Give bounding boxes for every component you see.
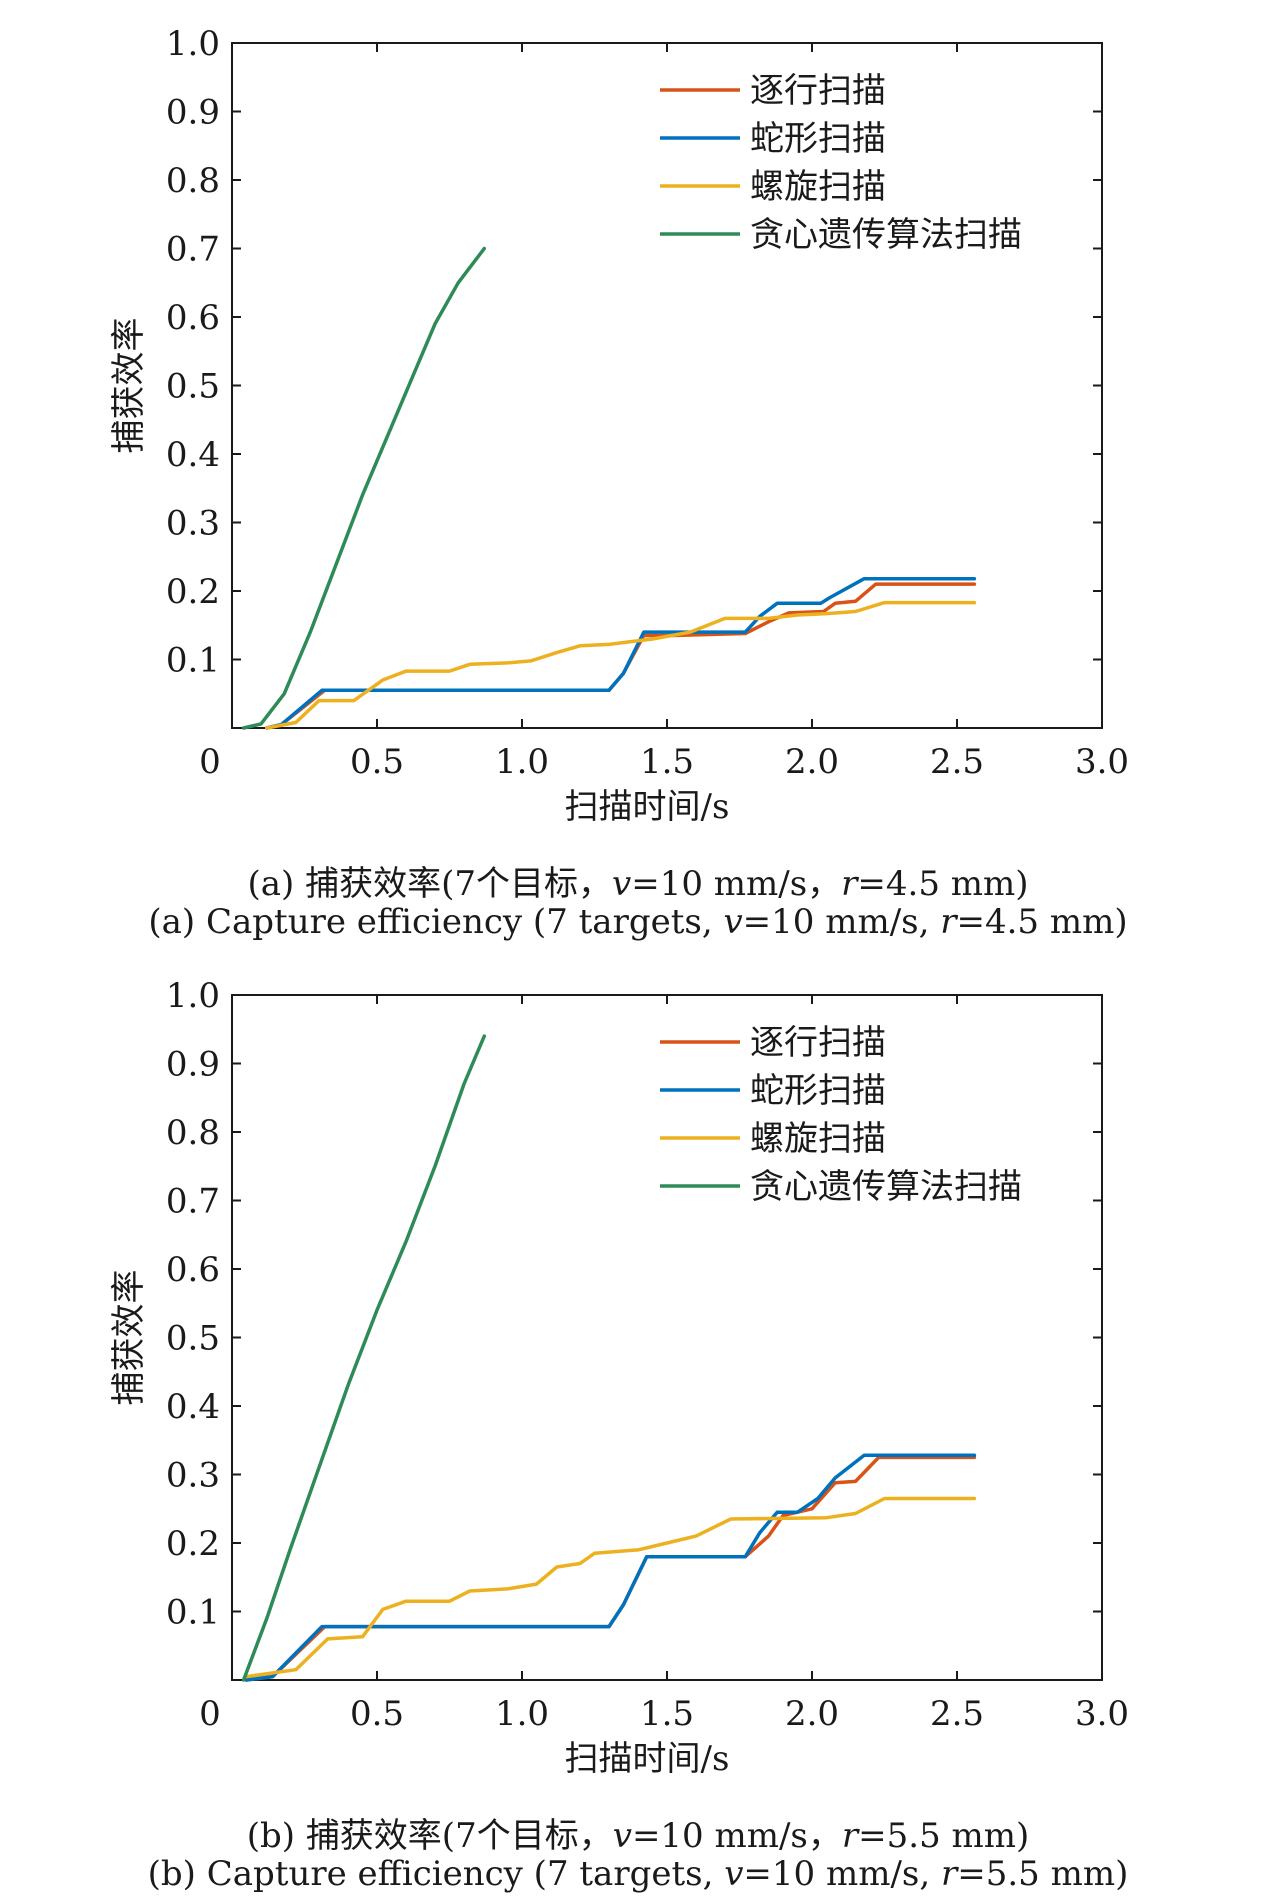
x-tick-label: 2.0 [785,742,839,782]
y-tick-label: 1.0 [166,24,220,64]
legend-label-2: 蛇形扫描 [750,119,886,159]
y-tick-label: 0.7 [166,230,220,270]
chart-a: 0 0.5 1.0 1.5 2.0 2.5 3.0 0.1 0.2 0.3 0.4 0.5 0.6 0.7… [109,24,1129,827]
y-tick-label: 0.3 [166,504,220,544]
y-tick-label: 0.4 [166,1387,220,1427]
x-tick-label: 1.0 [495,1694,549,1734]
series-line-2 [265,576,977,730]
plot-frame [231,42,1103,729]
caption-cn-b: (b) 捕获效率(7个目标，v=10 mm/s，r=5.5 mm) [246,1816,1030,1856]
y-axis-label: 捕获效率 [109,1270,149,1406]
series-line-4 [241,1034,487,1682]
y-tick-label: 0.5 [166,1319,220,1359]
legend-label-1: 逐行扫描 [750,71,886,111]
legend-label-3: 螺旋扫描 [750,167,886,207]
x-tick-label: 3.0 [1075,742,1129,782]
x-tick-label: 0 [199,1694,221,1734]
legend-label-3: 螺旋扫描 [750,1119,886,1159]
legend-label-2: 蛇形扫描 [750,1071,886,1111]
caption-en-b: (b) Capture efficiency (7 targets, v=10 … [147,1854,1129,1894]
series-line-2 [244,1453,977,1682]
legend-label-1: 逐行扫描 [750,1023,886,1063]
y-tick-label: 0.7 [166,1182,220,1222]
y-axis-label: 捕获效率 [109,318,149,454]
y-tick-label: 0.8 [166,161,220,201]
x-tick-label: 2.5 [930,742,984,782]
chart-panel-b: 0 0.5 1.0 1.5 2.0 2.5 3.0 0.1 0.2 0.3 0.4 0.5 0.6 0.7… [0,952,1276,1894]
series-line-1 [244,1455,977,1682]
x-axis-label: 扫描时间/s [565,1739,730,1779]
x-axis-label: 扫描时间/s [565,787,730,827]
caption-cn-a: (a) 捕获效率(7个目标，v=10 mm/s，r=4.5 mm) [247,864,1029,904]
y-tick-label: 0.9 [166,93,220,133]
y-tick-label: 0.9 [166,1045,220,1085]
y-tick-label: 0.4 [166,435,220,475]
chart-b: 0 0.5 1.0 1.5 2.0 2.5 3.0 0.1 0.2 0.3 0.4 0.5 0.6 0.7… [109,976,1129,1779]
y-tick-label: 0.1 [166,641,220,681]
y-tick-label: 1.0 [166,976,220,1016]
y-tick-label: 0.6 [166,1250,220,1290]
legend-label-4: 贪心遗传算法扫描 [750,215,1022,255]
x-tick-label: 2.0 [785,1694,839,1734]
y-tick-label: 0.5 [166,367,220,407]
y-tick-label: 0.1 [166,1593,220,1633]
legend-label-4: 贪心遗传算法扫描 [750,1167,1022,1207]
x-tick-label: 1.5 [640,742,694,782]
x-tick-label: 2.5 [930,1694,984,1734]
series-line-4 [241,246,487,730]
x-tick-label: 0 [199,742,221,782]
caption-en-a: (a) Capture efficiency (7 targets, v=10 … [148,902,1128,942]
x-tick-label: 0.5 [350,1694,404,1734]
y-tick-label: 0.8 [166,1113,220,1153]
y-tick-label: 0.6 [166,298,220,338]
y-tick-label: 0.3 [166,1456,220,1496]
chart-panel-a: 0 0.5 1.0 1.5 2.0 2.5 3.0 0.1 0.2 0.3 0.4 0.5 0.6 0.7… [0,0,1276,942]
series-line-3 [244,1496,977,1679]
y-tick-label: 0.2 [166,1524,220,1564]
series-line-1 [265,582,977,730]
x-tick-label: 3.0 [1075,1694,1129,1734]
y-tick-label: 0.2 [166,572,220,612]
x-tick-label: 0.5 [350,742,404,782]
series-line-3 [265,600,977,730]
plot-frame [231,994,1103,1681]
x-tick-label: 1.5 [640,1694,694,1734]
x-tick-label: 1.0 [495,742,549,782]
